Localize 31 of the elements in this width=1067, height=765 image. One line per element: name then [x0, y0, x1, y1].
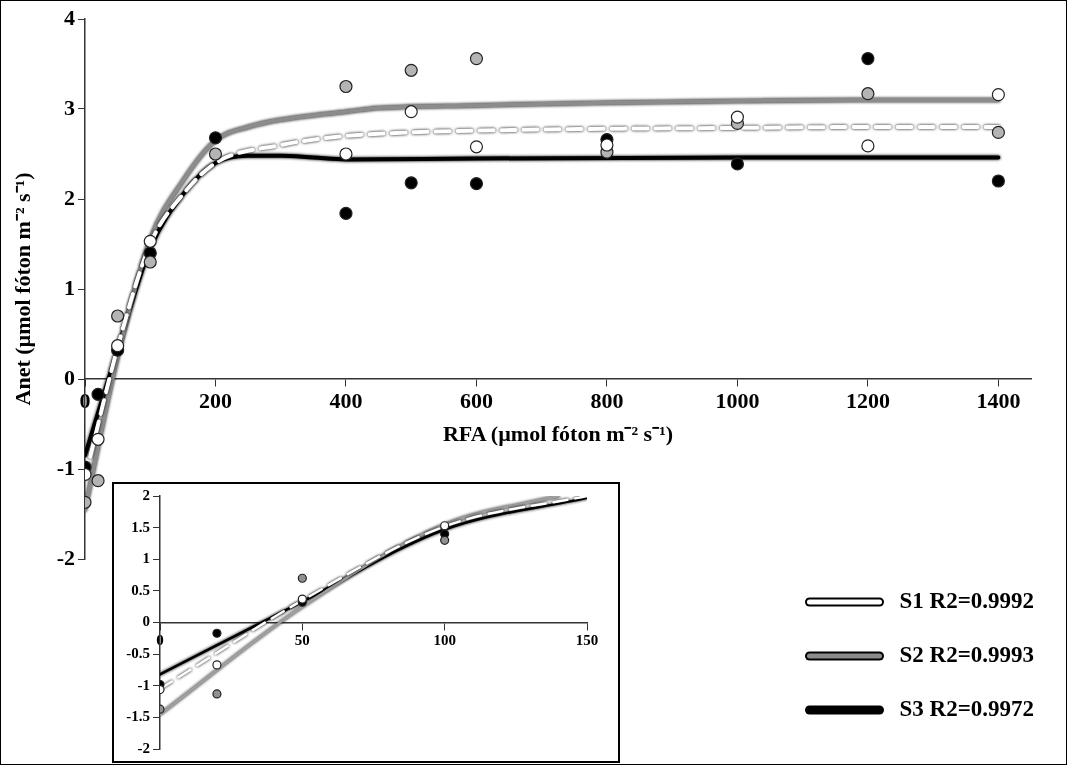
- legend-label: S2 R2=0.9993: [899, 641, 1035, 667]
- y-tick-label: 2: [142, 486, 150, 503]
- legend-label: S3 R2=0.9972: [899, 695, 1035, 721]
- x-tick-label: 600: [459, 387, 493, 413]
- y-tick-label: -0.5: [126, 645, 150, 661]
- x-tick-label: 800: [590, 387, 624, 413]
- x-tick-label: 1400: [976, 387, 1021, 413]
- y-tick-label: -2: [56, 544, 75, 570]
- y-tick-label: 0.5: [131, 581, 150, 598]
- x-tick-label: 100: [433, 632, 456, 649]
- y-tick-label: 1: [142, 550, 150, 567]
- x-axis-title: RFA (µmol fóton m⁻² s⁻¹): [442, 421, 674, 447]
- y-tick-label: 0: [64, 364, 75, 390]
- y-tick-label: 0: [142, 613, 150, 630]
- y-tick-label: -1.5: [126, 708, 150, 725]
- x-tick-label: 50: [294, 632, 310, 649]
- x-tick-label: 400: [329, 387, 363, 413]
- y-tick-label: -1: [137, 676, 150, 693]
- y-tick-label: -2: [137, 739, 150, 756]
- y-tick-label: 1.5: [131, 518, 150, 535]
- y-tick-label: 3: [64, 94, 75, 120]
- y-tick-label: 2: [64, 184, 75, 210]
- x-tick-label: 1200: [845, 387, 890, 413]
- y-tick-label: -1: [56, 454, 75, 480]
- x-tick-label: 200: [198, 387, 232, 413]
- x-tick-label: 1000: [715, 387, 760, 413]
- y-tick-label: 4: [64, 4, 75, 30]
- x-tick-label: 150: [575, 632, 599, 649]
- legend-label: S1 R2=0.9992: [899, 587, 1035, 613]
- y-axis-title: Anet (µmol fóton m⁻² s⁻¹): [9, 172, 35, 406]
- y-tick-label: 1: [64, 274, 75, 300]
